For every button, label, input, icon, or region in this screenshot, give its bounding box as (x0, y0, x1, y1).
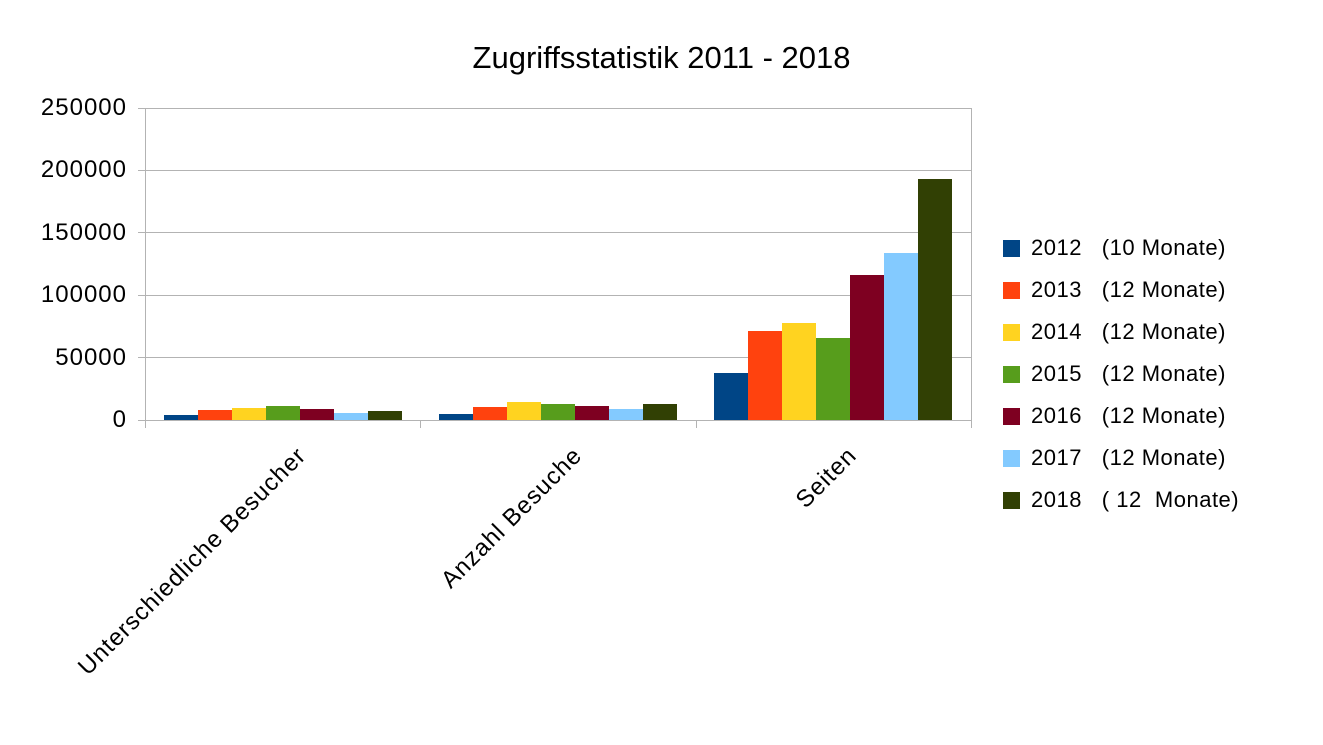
legend-item-2017: 2017 (12 Monate) (1003, 437, 1239, 479)
gridline (145, 357, 971, 359)
legend-color-swatch-icon (1003, 239, 1020, 257)
y-axis-tick (138, 107, 145, 109)
x-category-label: Anzahl Besuche (435, 442, 588, 594)
legend-label: 2017 (12 Monate) (1031, 445, 1226, 470)
bar-2013-seiten (748, 331, 783, 420)
y-axis-label: 150000 (40, 218, 127, 246)
y-axis-tick (138, 294, 145, 296)
bar-2016-anzahl-besuche (575, 405, 609, 420)
x-axis-line (145, 420, 972, 421)
x-axis-tick (971, 420, 972, 428)
gridline (145, 232, 971, 234)
y-axis-line (145, 108, 146, 421)
legend-label: 2014 (12 Monate) (1031, 319, 1226, 344)
legend-item-2015: 2015 (12 Monate) (1003, 353, 1239, 395)
gridline (145, 169, 971, 171)
y-axis-tick (138, 419, 145, 421)
gridline (145, 294, 971, 296)
y-axis-label: 0 (112, 406, 127, 433)
x-axis-tick (695, 420, 697, 428)
bar-2014-seiten (782, 323, 817, 420)
bar-2017-unterschiedliche-besucher (333, 412, 368, 420)
y-axis-label: 200000 (40, 156, 127, 184)
legend-label: 2015 (12 Monate) (1031, 361, 1226, 386)
legend-item-2013: 2013 (12 Monate) (1003, 269, 1239, 311)
bar-2018-seiten (918, 179, 953, 420)
bar-2014-anzahl-besuche (507, 402, 541, 420)
legend-color-swatch-icon (1003, 365, 1020, 383)
bar-2016-seiten (850, 275, 885, 420)
legend-label: 2012 (10 Monate) (1031, 235, 1226, 260)
y-axis-label: 100000 (40, 281, 127, 309)
legend-label: 2018 ( 12 Monate) (1031, 487, 1240, 512)
bar-2017-seiten (884, 252, 919, 420)
y-axis-tick (138, 232, 145, 234)
legend: 2012 (10 Monate) 2013 (12 Monate) 2014 (12… (1003, 227, 1239, 521)
bar-2013-unterschiedliche-besucher (197, 410, 232, 420)
x-category-label: Unterschiedliche Besucher (73, 442, 312, 681)
bar-2018-unterschiedliche-besucher (367, 411, 402, 420)
bar-2015-anzahl-besuche (541, 403, 575, 420)
y-axis-tick (138, 357, 145, 359)
bar-2017-anzahl-besuche (609, 409, 643, 420)
y-axis-label: 250000 (40, 94, 127, 121)
legend-color-swatch-icon (1003, 407, 1020, 425)
legend-color-swatch-icon (1003, 323, 1020, 341)
x-axis-tick (420, 420, 422, 428)
legend-label: 2013 (12 Monate) (1031, 277, 1226, 302)
gridline (145, 107, 971, 109)
legend-color-swatch-icon (1003, 281, 1020, 299)
x-axis-tick (145, 420, 146, 428)
legend-color-swatch-icon (1003, 449, 1020, 467)
legend-color-swatch-icon (1003, 491, 1020, 509)
chart-title: Zugriffsstatistik 2011 - 2018 (472, 40, 851, 75)
legend-item-2016: 2016 (12 Monate) (1003, 395, 1239, 437)
bar-2012-unterschiedliche-besucher (163, 415, 198, 420)
bar-2012-seiten (714, 373, 749, 420)
plot-right-border (971, 108, 972, 421)
bar-2013-anzahl-besuche (473, 406, 507, 420)
legend-item-2014: 2014 (12 Monate) (1003, 311, 1239, 353)
y-axis-tick (138, 169, 145, 171)
bar-2015-unterschiedliche-besucher (265, 406, 300, 420)
bar-2015-seiten (816, 338, 851, 420)
y-axis-label: 50000 (55, 343, 127, 371)
x-category-label: Seiten (790, 442, 863, 514)
bar-2014-unterschiedliche-besucher (231, 408, 266, 420)
bar-2012-anzahl-besuche (439, 413, 473, 420)
legend-item-2018: 2018 ( 12 Monate) (1003, 479, 1239, 521)
bar-2018-anzahl-besuche (643, 404, 677, 420)
bar-2016-unterschiedliche-besucher (299, 408, 334, 420)
legend-item-2012: 2012 (10 Monate) (1003, 227, 1239, 269)
legend-label: 2016 (12 Monate) (1031, 403, 1226, 428)
